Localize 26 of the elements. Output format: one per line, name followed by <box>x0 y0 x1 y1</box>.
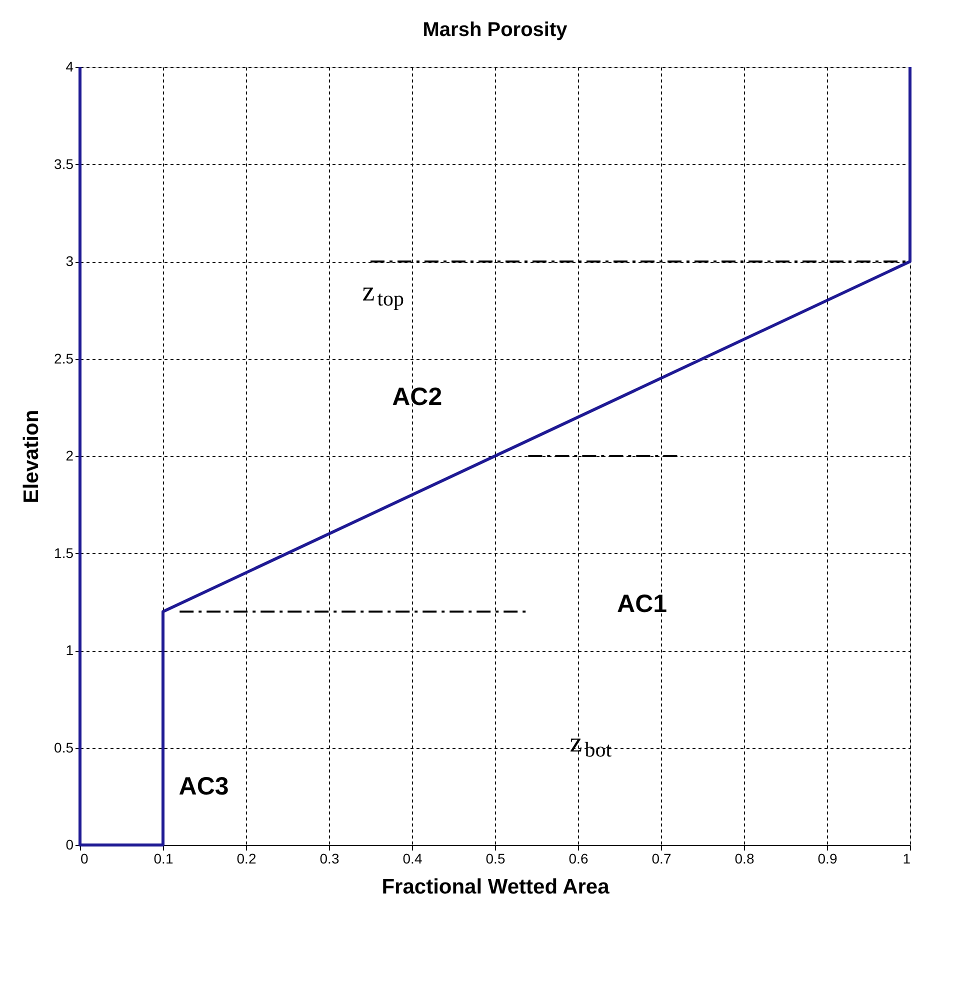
x-tick-label: 0.7 <box>652 850 672 866</box>
y-tick-label: 3.5 <box>54 156 74 172</box>
x-axis-title: Fractional Wetted Area <box>382 876 610 898</box>
x-tick-label: 0.1 <box>154 850 174 866</box>
y-tick-label: 1.5 <box>54 544 74 561</box>
y-tick-label: 4 <box>66 58 74 74</box>
y-tick-label: 2 <box>66 448 74 464</box>
annotation: AC1 <box>617 590 668 618</box>
x-tick-label: 0.4 <box>402 850 422 866</box>
y-axis-title: Elevation <box>20 410 44 504</box>
y-tick-label: 3 <box>66 253 74 269</box>
x-tick-label: 0.6 <box>568 850 588 866</box>
chart-title: Marsh Porosity <box>422 19 568 41</box>
y-tick-label: 2.5 <box>54 350 74 366</box>
x-tick-label: 1 <box>902 850 911 866</box>
x-tick-label: 0.8 <box>734 850 754 866</box>
y-tick-label: 0 <box>66 836 74 852</box>
x-tick-label: 0.9 <box>818 850 838 866</box>
x-tick-label: 0.2 <box>236 850 256 866</box>
annotation: AC2 <box>392 382 442 411</box>
y-tick-label: 0.5 <box>54 739 74 756</box>
annotation: AC3 <box>178 772 229 801</box>
x-tick-label: 0.3 <box>320 850 340 866</box>
y-tick-label: 1 <box>66 642 74 658</box>
x-tick-label: 0.5 <box>486 850 506 866</box>
x-tick-label: 0 <box>80 850 88 866</box>
